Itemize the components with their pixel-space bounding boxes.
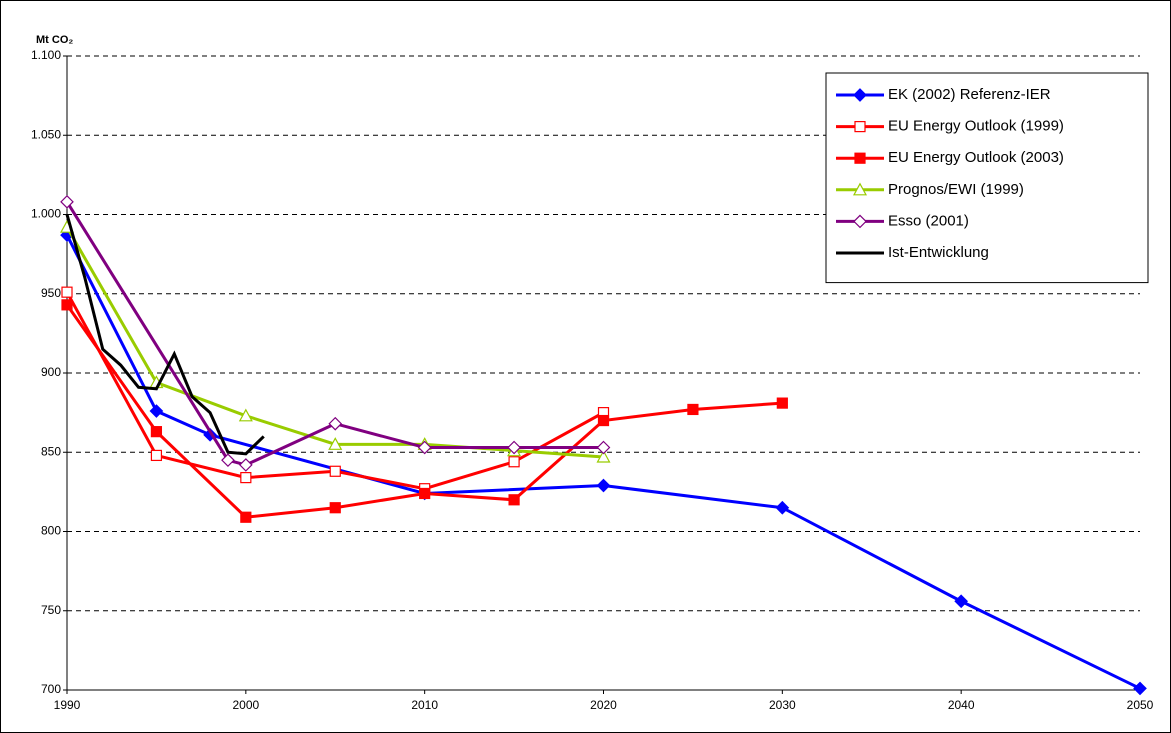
x-tick-label: 2030 <box>769 698 796 712</box>
marker <box>150 426 163 438</box>
x-tick-label: 2050 <box>1127 698 1154 712</box>
y-tick-label: 950 <box>41 286 61 300</box>
x-tick-label: 2020 <box>590 698 617 712</box>
series-line <box>65 234 1141 690</box>
marker <box>597 414 610 427</box>
marker <box>329 502 341 514</box>
x-tick-label: 2040 <box>948 698 975 712</box>
legend-label: Ist-Entwicklung <box>888 244 989 261</box>
marker <box>149 404 164 418</box>
marker <box>954 594 969 609</box>
marker <box>776 397 788 409</box>
marker <box>221 453 235 468</box>
marker <box>238 408 253 422</box>
marker <box>853 214 867 229</box>
marker <box>775 500 790 515</box>
legend-label: Esso (2001) <box>888 212 969 229</box>
marker <box>60 194 74 209</box>
legend-label: EU Energy Outlook (1999) <box>888 118 1064 135</box>
legend-label: EK (2002) Referenz-IER <box>888 86 1051 103</box>
marker <box>853 88 867 102</box>
legend-label: Prognos/EWI (1999) <box>888 181 1024 198</box>
marker <box>854 120 866 133</box>
y-tick-label: 750 <box>41 603 61 617</box>
marker <box>238 458 253 472</box>
x-tick-label: 2010 <box>411 698 438 712</box>
marker <box>687 403 699 416</box>
legend-label: EU Energy Outlook (2003) <box>888 149 1064 166</box>
marker <box>596 440 611 455</box>
y-tick-label: 850 <box>41 444 61 458</box>
y-axis-label: Mt CO₂ <box>36 34 73 46</box>
marker <box>854 152 866 164</box>
marker <box>61 286 73 298</box>
series-line <box>65 214 265 456</box>
x-tick-label: 1990 <box>54 698 81 712</box>
marker <box>419 487 431 500</box>
marker <box>1133 681 1147 696</box>
marker <box>596 478 611 493</box>
marker <box>150 449 163 462</box>
y-tick-label: 700 <box>41 682 61 696</box>
x-tick-label: 2000 <box>232 698 259 712</box>
marker <box>328 437 343 450</box>
marker <box>508 456 520 468</box>
marker <box>240 511 252 523</box>
y-tick-label: 1.100 <box>31 48 61 62</box>
y-tick-label: 800 <box>41 524 61 538</box>
marker <box>240 472 252 484</box>
marker <box>417 440 432 455</box>
marker <box>328 416 343 431</box>
marker <box>852 182 868 196</box>
legend-box <box>825 72 1149 284</box>
marker <box>508 494 520 506</box>
y-tick-label: 1.050 <box>31 127 61 141</box>
marker <box>507 440 521 455</box>
marker <box>596 449 611 463</box>
marker <box>61 299 73 311</box>
y-tick-label: 1.000 <box>31 207 61 221</box>
marker <box>329 465 341 477</box>
y-tick-label: 900 <box>41 365 61 379</box>
